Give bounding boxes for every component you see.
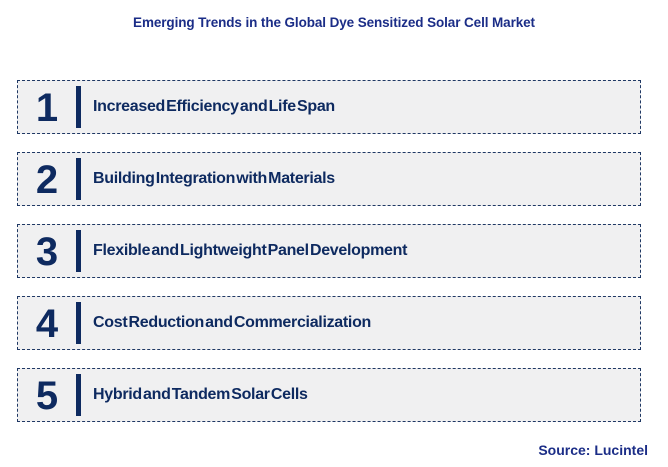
- trend-label: Hybrid and Tandem Solar Cells: [93, 386, 308, 403]
- number-separator-bar: [76, 302, 81, 344]
- trend-number: 5: [35, 373, 59, 418]
- trend-number: 1: [35, 85, 59, 130]
- trend-row: 1 Increased Efficiency and Life Span: [17, 80, 641, 134]
- trend-row: 2 Building Integration with Materials: [17, 152, 641, 206]
- trend-label: Building Integration with Materials: [93, 170, 335, 187]
- page-title: Emerging Trends in the Global Dye Sensit…: [133, 15, 535, 30]
- trend-number: 3: [35, 229, 59, 274]
- trend-list: 1 Increased Efficiency and Life Span 2 B…: [17, 80, 641, 440]
- trend-row: 4 Cost Reduction and Commercialization: [17, 296, 641, 350]
- number-separator-bar: [76, 374, 81, 416]
- trend-label: Increased Efficiency and Life Span: [93, 98, 335, 115]
- trend-number: 4: [35, 301, 59, 346]
- trend-label: Flexible and Lightweight Panel Developme…: [93, 242, 408, 259]
- number-separator-bar: [76, 86, 81, 128]
- trend-label: Cost Reduction and Commercialization: [93, 314, 372, 331]
- trend-number: 2: [35, 157, 59, 202]
- source-credit: Source: Lucintel: [538, 442, 648, 458]
- number-separator-bar: [76, 230, 81, 272]
- trend-row: 3 Flexible and Lightweight Panel Develop…: [17, 224, 641, 278]
- trend-row: 5 Hybrid and Tandem Solar Cells: [17, 368, 641, 422]
- number-separator-bar: [76, 158, 81, 200]
